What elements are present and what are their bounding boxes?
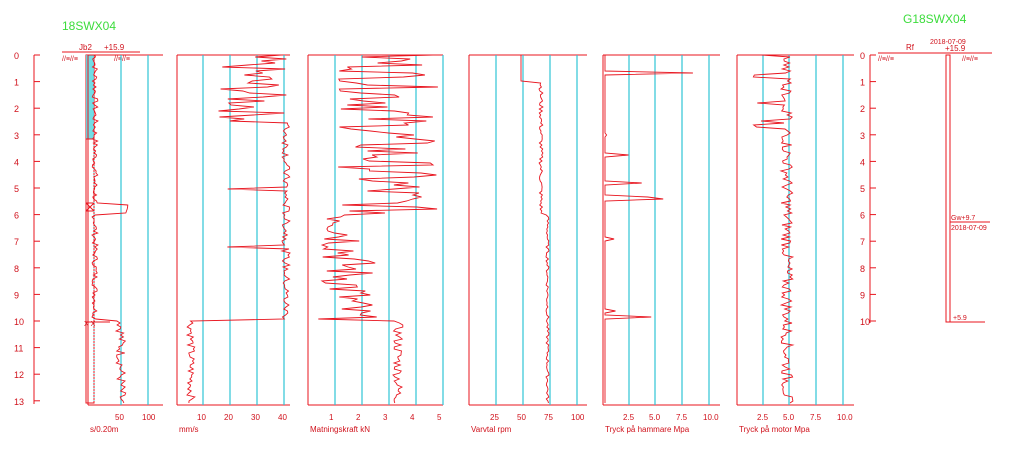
data-trace bbox=[185, 54, 291, 404]
borehole-elevation: +15.9 bbox=[104, 43, 125, 52]
x-tick-label: 25 bbox=[490, 413, 499, 422]
well-bottom: +5.9 bbox=[953, 315, 967, 322]
gw-date: 2018-07-09 bbox=[951, 225, 987, 232]
x-tick-label: 10 bbox=[197, 413, 206, 422]
well-depth-tick-label: 1 bbox=[860, 78, 865, 88]
depth-tick-label: 1 bbox=[14, 78, 19, 88]
depth-tick-label: 7 bbox=[14, 237, 19, 247]
depth-tick-label: 11 bbox=[14, 344, 23, 354]
x-tick-label: 5.0 bbox=[649, 413, 661, 422]
x-tick-label: 2.5 bbox=[623, 413, 635, 422]
data-trace bbox=[752, 54, 795, 404]
x-tick-label: 30 bbox=[251, 413, 260, 422]
x-axis-label: Varvtal rpm bbox=[471, 425, 512, 434]
x-tick-label: 7.5 bbox=[810, 413, 822, 422]
depth-tick-label: 8 bbox=[14, 264, 19, 274]
x-tick-label: 100 bbox=[571, 413, 585, 422]
x-tick-label: 7.5 bbox=[676, 413, 688, 422]
title-right: G18SWX04 bbox=[903, 12, 967, 26]
x-axis-label: Tryck på motor Mpa bbox=[739, 425, 810, 434]
well-depth-tick-label: 6 bbox=[860, 211, 865, 221]
x-tick-label: 5.0 bbox=[783, 413, 795, 422]
x-tick-label: 5 bbox=[437, 413, 442, 422]
panel-speed: 10 20 30 40 mm/s bbox=[176, 54, 291, 434]
ground-hatch-left: //≡//≡ bbox=[62, 56, 78, 63]
well-depth-tick-label: 8 bbox=[860, 264, 865, 274]
well-depth-tick-label: 9 bbox=[860, 290, 865, 300]
depth-tick-label: 2 bbox=[14, 104, 19, 114]
panel-rpm: 25 50 75 100 Varvtal rpm bbox=[468, 54, 587, 434]
data-trace bbox=[318, 54, 438, 404]
data-trace bbox=[91, 54, 129, 404]
ground-hatch-right: //≡//≡ bbox=[114, 56, 130, 63]
depth-tick-label: 4 bbox=[14, 157, 19, 167]
x-tick-label: 2 bbox=[356, 413, 361, 422]
x-tick-label: 1 bbox=[329, 413, 334, 422]
well-depth-tick-label: 0 bbox=[860, 51, 865, 61]
x-tick-label: 40 bbox=[278, 413, 287, 422]
title-left: 18SWX04 bbox=[62, 19, 116, 33]
panel-penetration: 50 100 s/0.20m bbox=[87, 54, 163, 434]
x-tick-label: 75 bbox=[544, 413, 553, 422]
x-tick-label: 10.0 bbox=[837, 413, 853, 422]
x-tick-label: 100 bbox=[142, 413, 156, 422]
x-tick-label: 50 bbox=[517, 413, 526, 422]
marker-box bbox=[85, 202, 95, 212]
x-axis-label: Matningskraft kN bbox=[310, 425, 370, 434]
well-pipe bbox=[945, 54, 951, 323]
well-date-top: 2018-07-09 bbox=[930, 39, 966, 46]
panel-feed: 1 2 3 4 5 Matningskraft kN bbox=[307, 54, 444, 434]
x-tick-label: 50 bbox=[115, 413, 124, 422]
well-hatch-right: //≡//≡ bbox=[962, 56, 978, 63]
panel-hammer: 2.5 5.0 7.5 10.0 Tryck på hammare Mpa bbox=[602, 54, 720, 434]
well-depth-tick-label: 3 bbox=[860, 131, 865, 141]
depth-tick-label: 3 bbox=[14, 131, 19, 141]
borehole-log: Jb2 +15.9 //≡//≡ //≡//≡ X X bbox=[62, 43, 140, 404]
well-depth-tick-label: 7 bbox=[860, 237, 865, 247]
well-label: Rf bbox=[906, 43, 915, 52]
depth-tick-label: 9 bbox=[14, 290, 19, 300]
rock-marker: X X bbox=[84, 321, 96, 328]
depth-tick-label: 6 bbox=[14, 211, 19, 221]
well-depth-tick-label: 10 bbox=[860, 317, 870, 327]
data-trace bbox=[520, 55, 550, 404]
x-axis-label: mm/s bbox=[179, 425, 199, 434]
depth-tick-label: 12 bbox=[14, 370, 24, 380]
x-tick-label: 3 bbox=[383, 413, 388, 422]
gw-level-label: Gw+9.7 bbox=[951, 215, 975, 222]
panel-motor: 2.5 5.0 7.5 10.0 Tryck på motor Mpa bbox=[736, 54, 854, 434]
depth-tick-label: 13 bbox=[14, 397, 24, 407]
borehole-label: Jb2 bbox=[79, 43, 92, 52]
depth-tick-label: 5 bbox=[14, 184, 19, 194]
well-hatch-left: //≡//≡ bbox=[878, 56, 894, 63]
x-tick-label: 2.5 bbox=[757, 413, 769, 422]
well-log: 2018-07-09 Rf +15.9 //≡//≡ //≡//≡ Gw+9.7… bbox=[860, 39, 992, 327]
data-trace bbox=[604, 55, 693, 403]
well-depth-tick-label: 4 bbox=[860, 157, 865, 167]
soil-fill bbox=[86, 55, 94, 139]
depth-tick-label: 10 bbox=[14, 317, 24, 327]
x-axis-label: s/0.20m bbox=[90, 425, 119, 434]
x-tick-label: 4 bbox=[410, 413, 415, 422]
well-depth-tick-label: 5 bbox=[860, 184, 865, 194]
well-depth-tick-label: 2 bbox=[860, 104, 865, 114]
x-axis-label: Tryck på hammare Mpa bbox=[605, 425, 690, 434]
x-tick-label: 20 bbox=[224, 413, 233, 422]
well-elevation: +15.9 bbox=[945, 44, 966, 53]
x-tick-label: 10.0 bbox=[703, 413, 719, 422]
depth-tick-label: 0 bbox=[14, 51, 19, 61]
